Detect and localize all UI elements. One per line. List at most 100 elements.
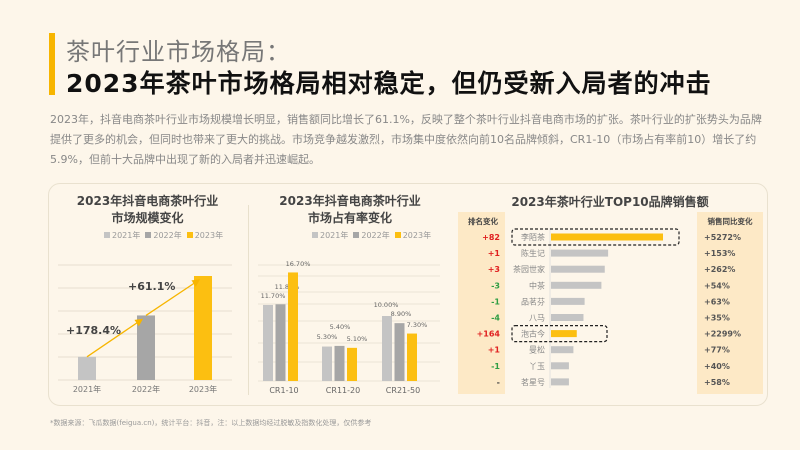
chart2-title-line2: 市场占有率变化 <box>307 211 392 225</box>
title-accent-bar <box>49 33 55 95</box>
bar-CR11-20-2021年 <box>322 346 332 381</box>
brand-bar <box>551 297 585 305</box>
data-label: 7.30% <box>407 321 428 329</box>
rank-change-value: +164 <box>477 330 501 339</box>
brand-bar <box>551 378 569 386</box>
yoy-value: +58% <box>704 378 730 387</box>
divider <box>248 205 249 395</box>
legend-2023: 2023年 <box>186 230 223 241</box>
yoy-value: +54% <box>704 281 730 290</box>
data-label: 8.90% <box>391 310 412 318</box>
yoy-value: +77% <box>704 346 730 355</box>
bar-2021年 <box>78 356 96 380</box>
brand-label: 品茗芬 <box>521 296 545 306</box>
footnote: *数据来源：飞瓜数据(feigua.cn)，统计平台：抖音，注：以上数据均经过脱… <box>50 419 372 427</box>
rank-change-value: +3 <box>488 265 500 274</box>
growth-arrow <box>86 318 144 358</box>
brand-bar <box>551 314 584 321</box>
brand-bar <box>551 362 569 370</box>
data-label: 5.30% <box>317 333 338 341</box>
data-label: 10.00% <box>374 301 399 309</box>
data-label: 11.70% <box>261 292 286 300</box>
yoy-value: +262% <box>704 265 735 274</box>
legend-2022: 2022年 <box>145 230 182 241</box>
bar-CR1-10-2021年 <box>263 304 273 381</box>
bar-2023年 <box>194 276 212 380</box>
yoy-value: +40% <box>704 362 730 371</box>
brand-label: 八马 <box>529 314 545 323</box>
bar-2022年 <box>137 315 155 380</box>
brand-bar <box>551 346 574 354</box>
bar-CR1-10-2023年 <box>288 272 298 381</box>
charts-panel <box>48 183 768 406</box>
brand-label: 茶园世家 <box>513 264 545 274</box>
page-subtitle: 茶叶行业市场格局： <box>66 38 291 66</box>
bar-CR11-20-2023年 <box>347 347 357 381</box>
brand-label: 曼松 <box>529 345 545 355</box>
legend-2023: 2023年 <box>394 230 431 241</box>
data-label: 16.70% <box>286 260 311 268</box>
bar-CR21-50-2023年 <box>407 333 417 381</box>
chart1-legend: 2021年 2022年 2023年 <box>104 230 223 241</box>
brand-label: 李陌茶 <box>521 232 545 242</box>
chart2-title-line1: 2023年抖音电商茶叶行业 <box>279 194 421 208</box>
yoy-column <box>697 212 763 394</box>
x-tick-label: CR21-50 <box>386 386 420 395</box>
chart3-title: 2023年茶叶行业TOP10品牌销售额 <box>511 195 709 209</box>
legend-2021: 2021年 <box>104 230 140 241</box>
page-title: 2023年茶叶市场格局相对稳定，但仍受新入局者的冲击 <box>66 69 712 98</box>
brand-bar <box>551 281 602 289</box>
yoy-value: +2299% <box>704 330 741 339</box>
bar-CR1-10-2022年 <box>275 304 286 381</box>
brand-label: 陈生记 <box>521 248 545 258</box>
data-label: 5.10% <box>347 335 368 343</box>
rank-change-value: -3 <box>491 281 500 290</box>
chart1-title-line1: 2023年抖音电商茶叶行业 <box>76 194 219 208</box>
yoy-value: +63% <box>704 297 730 306</box>
x-tick-label: 2022年 <box>132 384 160 394</box>
brand-bar <box>551 233 663 241</box>
rank-change-value: - <box>497 378 500 387</box>
x-tick-label: CR11-20 <box>326 386 360 395</box>
data-label: 11.80% <box>275 283 300 291</box>
rank-change-value: -1 <box>491 297 500 306</box>
rank-change-value: +1 <box>488 346 501 355</box>
rank-change-value: +82 <box>482 233 500 242</box>
yoy-header: 销售同比变化 <box>708 216 753 226</box>
rank-change-value: -4 <box>491 314 500 323</box>
yoy-value: +5272% <box>704 233 741 242</box>
description: 2023年，抖音电商茶叶行业市场规模增长明显，销售额同比增长了61.1%，反映了… <box>50 113 762 166</box>
chart1-title: 2023年抖音电商茶叶行业 市场规模变化 <box>60 193 235 227</box>
x-tick-label: 2023年 <box>189 384 217 394</box>
rank-change-header: 排名变化 <box>468 216 498 226</box>
yoy-value: +35% <box>704 314 730 323</box>
legend-2022: 2022年 <box>353 230 390 241</box>
rank-change-column <box>458 212 505 394</box>
growth-arrow <box>145 279 201 316</box>
rank-change-value: +1 <box>488 249 501 258</box>
brand-label: 茗星号 <box>521 377 545 387</box>
x-tick-label: CR1-10 <box>269 386 298 395</box>
brand-bar <box>551 330 577 338</box>
chart1-title-line2: 市场规模变化 <box>111 211 184 225</box>
yoy-value: +153% <box>704 249 735 258</box>
chart2-legend: 2021年 2022年 2023年 <box>312 230 431 241</box>
growth-label: +61.1% <box>128 280 175 293</box>
brand-bar <box>551 265 605 273</box>
data-label: 5.40% <box>330 323 351 331</box>
highlight-box <box>511 325 608 343</box>
bar-CR11-20-2022年 <box>334 345 345 381</box>
highlight-box <box>511 228 680 246</box>
brand-bar <box>551 249 609 257</box>
x-tick-label: 2021年 <box>73 384 101 394</box>
brand-label: 丫玉 <box>529 362 545 371</box>
bar-CR21-50-2022年 <box>394 323 405 381</box>
legend-2021: 2021年 <box>312 230 348 241</box>
rank-change-value: -1 <box>491 362 500 371</box>
brand-label: 中茶 <box>529 280 545 290</box>
brand-label: 泡古今 <box>521 329 545 339</box>
growth-label: +178.4% <box>66 324 121 337</box>
chart2-title: 2023年抖音电商茶叶行业 市场占有率变化 <box>260 193 440 227</box>
bar-CR21-50-2021年 <box>382 316 392 381</box>
